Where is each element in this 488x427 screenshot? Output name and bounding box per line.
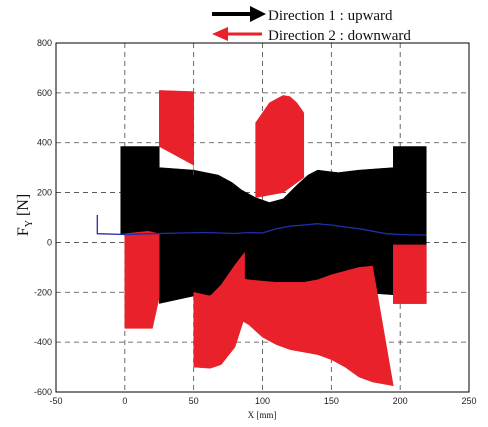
legend-label-direction-1: Direction 1 : upward bbox=[268, 8, 393, 24]
y-axis-label: FY [N] bbox=[15, 194, 35, 236]
x-tick-label: -50 bbox=[49, 396, 62, 406]
plot-frame bbox=[55, 42, 470, 393]
x-axis-label: X [mm] bbox=[248, 410, 277, 420]
y-tick-label: 0 bbox=[47, 237, 52, 247]
x-tick-label: 200 bbox=[393, 396, 408, 406]
series-band-direction-2-downward bbox=[393, 244, 427, 304]
series-line-mean-force bbox=[96, 215, 427, 236]
legend-arrowhead-direction-1 bbox=[250, 6, 266, 22]
series-layer bbox=[96, 90, 427, 387]
series-band-direction-2-downward bbox=[159, 90, 194, 176]
x-tick-label: 100 bbox=[255, 396, 270, 406]
y-tick-label: 800 bbox=[37, 38, 52, 48]
x-tick-label: 250 bbox=[461, 396, 476, 406]
x-tick-label: 50 bbox=[189, 396, 199, 406]
x-tick-label: 0 bbox=[122, 396, 127, 406]
legend-entry-direction-2: Direction 2 : downward bbox=[212, 27, 411, 44]
y-tick-label: 400 bbox=[37, 138, 52, 148]
y-tick-label: -400 bbox=[34, 337, 52, 347]
series-band-direction-2-downward bbox=[231, 265, 394, 387]
y-tick-label: -200 bbox=[34, 287, 52, 297]
ticks: -50 0 50 100 150 200 250 -600 -400 -200 0 200 400 600… bbox=[34, 38, 477, 406]
legend-entry-direction-1: Direction 1 : upward bbox=[212, 6, 393, 24]
series-band-direction-2-downward bbox=[124, 230, 160, 329]
legend: Direction 1 : upward Direction 2 : downw… bbox=[212, 6, 411, 44]
y-tick-label: 600 bbox=[37, 88, 52, 98]
y-tick-label: 200 bbox=[37, 188, 52, 198]
legend-label-direction-2: Direction 2 : downward bbox=[268, 28, 411, 44]
series-band-direction-2-downward bbox=[255, 95, 305, 198]
x-tick-label: 150 bbox=[324, 396, 339, 406]
legend-arrowhead-direction-2 bbox=[212, 27, 228, 41]
y-tick-label: -600 bbox=[34, 387, 52, 397]
